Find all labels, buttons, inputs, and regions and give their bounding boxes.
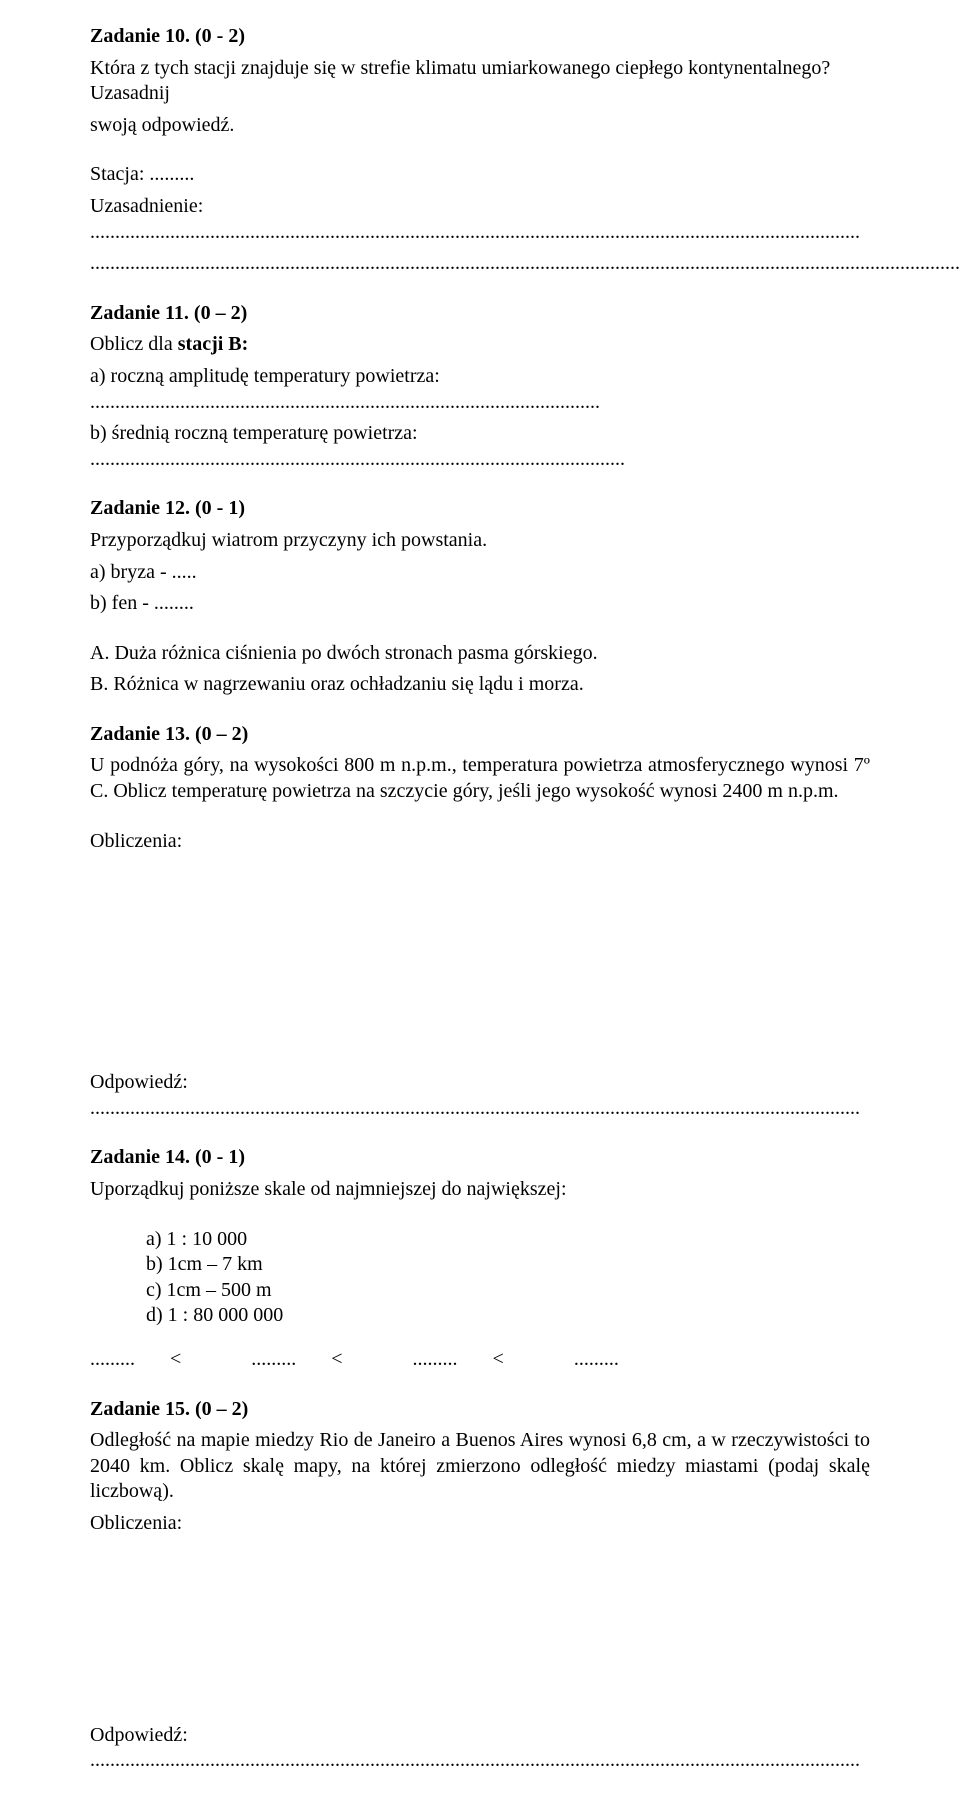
z14-d: d) 1 : 80 000 000 <box>146 1303 870 1329</box>
z13-answer: Odpowiedź: .............................… <box>90 1070 870 1121</box>
z12-a: a) bryza - ..... <box>90 560 870 586</box>
z11-a: a) roczną amplitudę temperatury powietrz… <box>90 364 870 415</box>
z14-order-row: ......... < ......... < ......... < ....… <box>90 1347 870 1373</box>
z12-optB: B. Różnica w nagrzewaniu oraz ochładzani… <box>90 672 870 698</box>
z13-heading: Zadanie 13. (0 – 2) <box>90 722 870 748</box>
z15-answer: Odpowiedź: .............................… <box>90 1723 870 1774</box>
z13-paragraph: U podnóża góry, na wysokości 800 m n.p.m… <box>90 753 870 804</box>
z15-calc: Obliczenia: <box>90 1511 870 1537</box>
z11-intro-a: Oblicz dla <box>90 333 178 355</box>
z14-heading: Zadanie 14. (0 - 1) <box>90 1145 870 1171</box>
z12-optA: A. Duża różnica ciśnienia po dwóch stron… <box>90 641 870 667</box>
z15-paragraph: Odległość na mapie miedzy Rio de Janeiro… <box>90 1428 870 1505</box>
z10-uzasadnienie: Uzasadnienie: ..........................… <box>90 194 870 245</box>
z11-heading: Zadanie 11. (0 – 2) <box>90 301 870 327</box>
z14-b: b) 1cm – 7 km <box>146 1252 870 1278</box>
z14-order-text: ......... < ......... < ......... < ....… <box>90 1348 619 1370</box>
z11-b: b) średnią roczną temperaturę powietrza:… <box>90 421 870 472</box>
z13-calc: Obliczenia: <box>90 829 870 855</box>
z12-b: b) fen - ........ <box>90 591 870 617</box>
z14-c: c) 1cm – 500 m <box>146 1278 870 1304</box>
z10-dots: ........................................… <box>90 251 870 277</box>
z11-intro: Oblicz dla stacji B: <box>90 332 870 358</box>
z14-list: a) 1 : 10 000 b) 1cm – 7 km c) 1cm – 500… <box>90 1227 870 1329</box>
z10-question-l1: Która z tych stacji znajduje się w stref… <box>90 56 870 107</box>
z10-question-l2: swoją odpowiedź. <box>90 113 870 139</box>
z10-stacja: Stacja: ......... <box>90 162 870 188</box>
z12-heading: Zadanie 12. (0 - 1) <box>90 496 870 522</box>
z10-heading: Zadanie 10. (0 - 2) <box>90 24 870 50</box>
z14-question: Uporządkuj poniższe skale od najmniejsze… <box>90 1177 870 1203</box>
z12-question: Przyporządkuj wiatrom przyczyny ich pows… <box>90 528 870 554</box>
z11-intro-b: stacji B: <box>178 333 249 355</box>
z14-a: a) 1 : 10 000 <box>146 1227 870 1253</box>
z15-heading: Zadanie 15. (0 – 2) <box>90 1397 870 1423</box>
